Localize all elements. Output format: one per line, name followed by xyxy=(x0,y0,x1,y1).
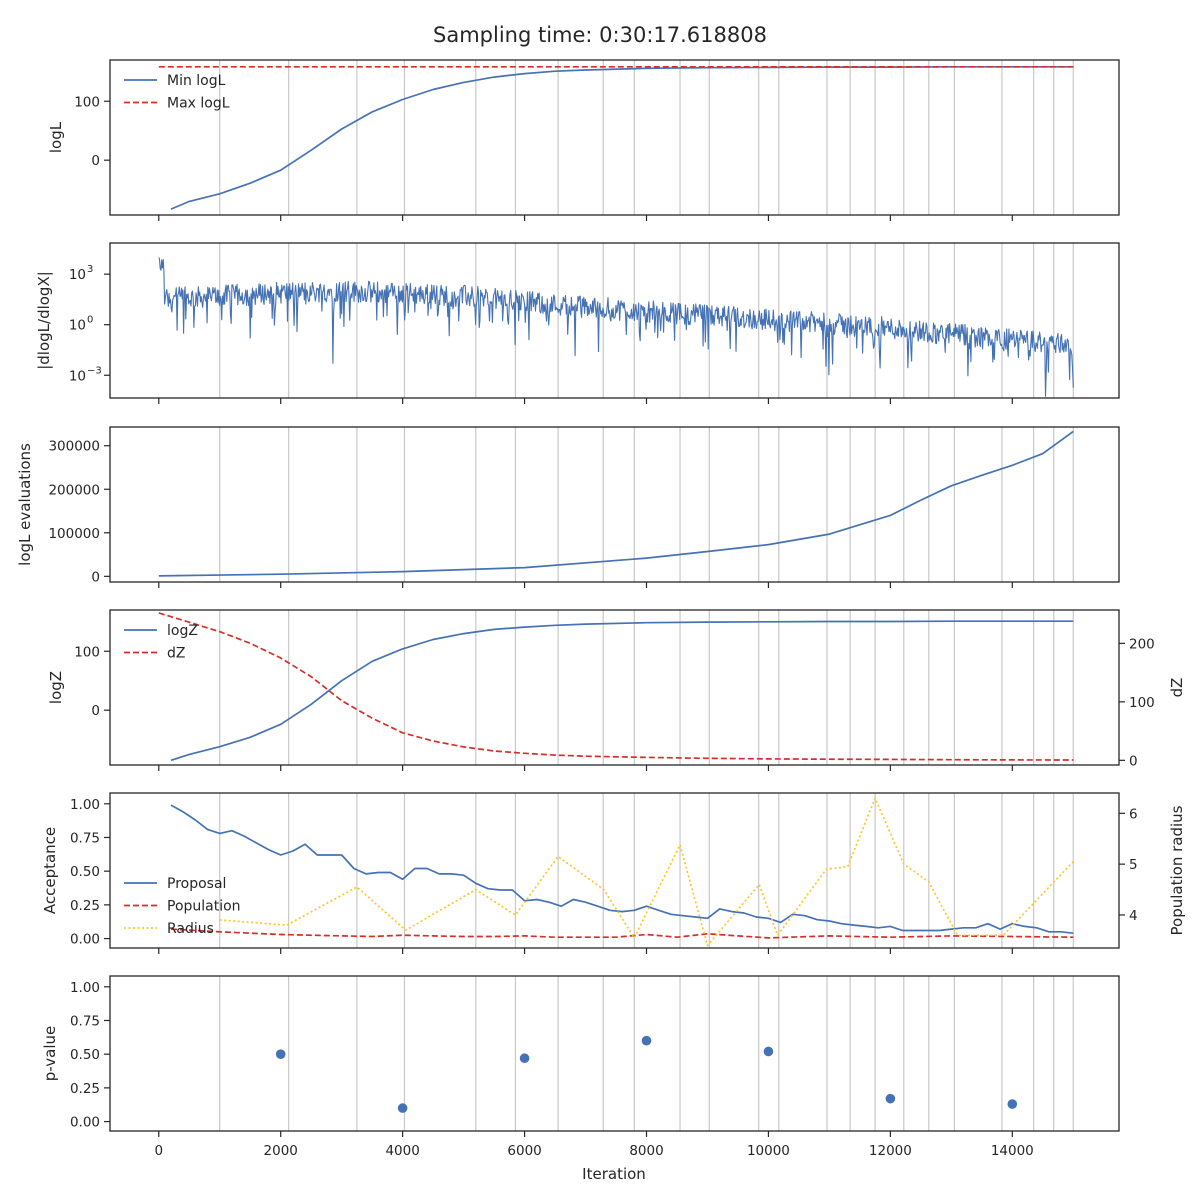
y2-tick-label: 100 xyxy=(1129,695,1155,711)
y2-axis-label: dZ xyxy=(1168,678,1186,698)
y-tick-label: 0.00 xyxy=(70,1115,100,1131)
subplot-evals: 0 100000 200000 300000 logL evaluations xyxy=(16,426,1120,588)
y-axis-label: |dlogL/dlogX| xyxy=(35,271,53,370)
y-tick-label: 100 xyxy=(74,94,100,110)
y-tick-label: 0.00 xyxy=(70,932,100,948)
y2-axis-label: Population radius xyxy=(1168,805,1186,935)
plot-frame xyxy=(109,426,1120,583)
y-tick-label: 300000 xyxy=(48,439,100,455)
plot-frame xyxy=(109,59,1120,216)
y-tick-label: 10 xyxy=(69,318,86,334)
y-tick-label: 0 xyxy=(91,703,100,719)
series-line-logz xyxy=(170,620,1074,762)
x-tick-label: 4000 xyxy=(385,1143,419,1159)
p-value-point xyxy=(1007,1099,1018,1109)
x-tick-label: 14000 xyxy=(991,1143,1034,1159)
y-tick-exponent: 3 xyxy=(87,264,93,275)
y-tick-label: 0.75 xyxy=(70,1013,100,1029)
x-axis-label: Iteration xyxy=(582,1165,646,1183)
y-tick-label: 1.00 xyxy=(70,980,100,996)
figure-title: Sampling time: 0:30:17.618808 xyxy=(433,23,767,47)
subplot-dlogl: 10 −310 010 3|dlogL/dlogX| xyxy=(35,242,1120,404)
legend-label: Proposal xyxy=(167,876,226,892)
y-axis-label: Acceptance xyxy=(41,827,59,914)
legend-label: logZ xyxy=(167,623,198,639)
y-tick-label: 1.00 xyxy=(70,797,100,813)
series-line-proposal xyxy=(170,804,1074,935)
legend-label: Max logL xyxy=(167,96,230,112)
y-tick-label: 0.75 xyxy=(70,830,100,846)
y-axis-label: logZ xyxy=(47,671,65,704)
x-tick-label: 8000 xyxy=(629,1143,663,1159)
y2-tick-label: 4 xyxy=(1129,908,1138,924)
x-tick-label: 10000 xyxy=(747,1143,790,1159)
legend-label: Population xyxy=(167,899,241,915)
y-tick-label: 0.25 xyxy=(70,898,100,914)
series-line-population xyxy=(170,928,1074,939)
p-value-point xyxy=(397,1103,408,1113)
y2-tick-label: 200 xyxy=(1129,636,1155,652)
series-line-dlogl xyxy=(158,257,1074,397)
x-tick-label: 6000 xyxy=(507,1143,541,1159)
y2-tick-label: 0 xyxy=(1129,753,1138,769)
y-tick-exponent: −3 xyxy=(87,365,102,376)
x-tick-label: 12000 xyxy=(869,1143,912,1159)
p-value-point xyxy=(885,1093,896,1104)
plot-frame xyxy=(109,792,1120,949)
y-axis-label: logL evaluations xyxy=(16,443,34,566)
y-tick-exponent: 0 xyxy=(87,315,93,326)
plot-frame xyxy=(109,609,1120,766)
legend-label: Min logL xyxy=(167,73,226,89)
legend-label: Radius xyxy=(167,921,214,937)
series-line-min-logl xyxy=(170,65,1074,210)
y-tick-label: 0 xyxy=(91,153,100,169)
y-tick-label: 0.50 xyxy=(70,1047,100,1063)
p-value-point xyxy=(763,1046,774,1057)
y-tick-label: 200000 xyxy=(48,482,100,498)
series-line-evals xyxy=(158,430,1074,577)
subplot-pvalue: 0 2000 4000 6000 8000 10000 12000 14000 0.00 0.25… xyxy=(41,975,1120,1159)
y-axis-label: p-value xyxy=(41,1026,59,1082)
x-tick-label: 0 xyxy=(154,1143,163,1159)
p-value-point xyxy=(641,1035,652,1046)
x-tick-label: 2000 xyxy=(264,1143,298,1159)
y2-tick-label: 6 xyxy=(1129,806,1138,822)
series-line-radius xyxy=(219,797,1074,947)
legend-label: dZ xyxy=(167,646,185,662)
y-tick-label: 0.50 xyxy=(70,864,100,880)
series-line-dz xyxy=(158,612,1074,761)
plot-frame xyxy=(109,242,1120,399)
plot-frame xyxy=(109,975,1120,1132)
subplot-logz: 0 100 0 100 200 dZ logZ logZ dZ xyxy=(47,609,1186,771)
subplot-logl: 0 100 logL Min logL Max logL xyxy=(47,59,1120,221)
y-tick-label: 0.25 xyxy=(70,1081,100,1097)
y-axis-label: logL xyxy=(47,121,65,153)
y-tick-label: 100 xyxy=(74,644,100,660)
p-value-point xyxy=(519,1053,530,1064)
y-tick-label: 10 xyxy=(69,368,86,384)
y-tick-label: 0 xyxy=(91,569,100,585)
subplot-accept: 0.00 0.25 0.50 0.75 1.00 4 5 6 Population radius… xyxy=(41,792,1186,954)
y-tick-label: 10 xyxy=(69,267,86,283)
y-tick-label: 100000 xyxy=(48,526,100,542)
p-value-point xyxy=(275,1049,286,1059)
y2-tick-label: 5 xyxy=(1129,857,1138,873)
